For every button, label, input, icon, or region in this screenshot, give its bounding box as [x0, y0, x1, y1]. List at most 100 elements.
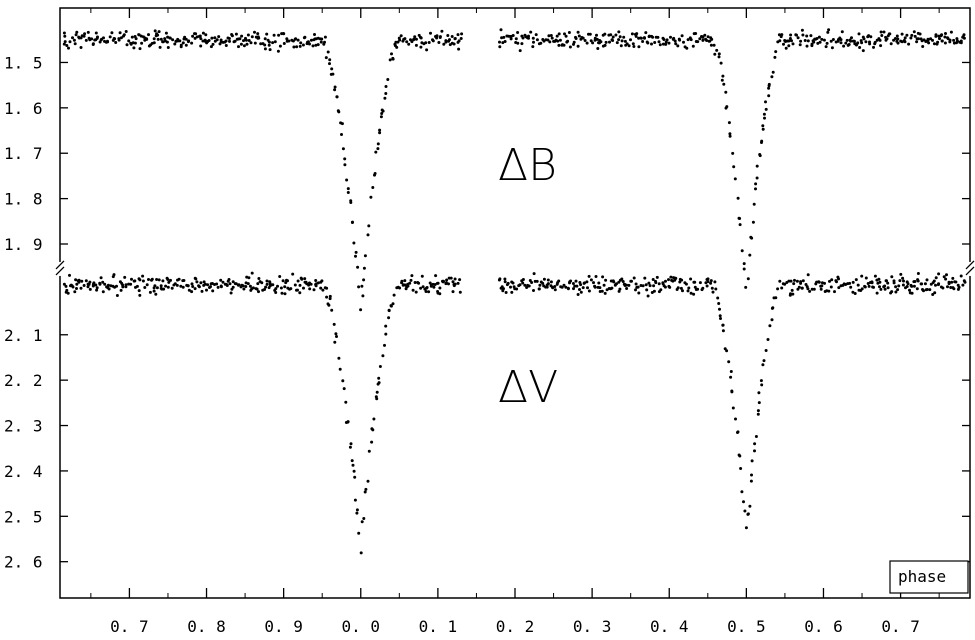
data-point [148, 290, 152, 294]
data-point [133, 41, 137, 45]
data-point [333, 88, 337, 92]
data-point [857, 32, 861, 36]
data-point [265, 282, 269, 286]
data-point [335, 95, 339, 99]
data-point [438, 292, 442, 296]
data-point [119, 36, 123, 40]
data-point [424, 41, 428, 45]
data-point [229, 291, 233, 295]
data-point [820, 37, 824, 41]
data-point [246, 33, 250, 37]
data-point [916, 272, 920, 275]
data-point [71, 36, 74, 40]
data-point [169, 278, 172, 282]
data-point [110, 31, 114, 35]
data-point [191, 285, 195, 288]
data-point [435, 36, 439, 40]
data-point [247, 276, 251, 280]
data-point [206, 283, 210, 287]
data-point [743, 509, 747, 513]
data-point [805, 34, 809, 38]
data-point [899, 272, 903, 276]
data-point [357, 285, 361, 289]
data-point [75, 30, 79, 34]
x-tick-label: 0. 2 [496, 617, 535, 636]
data-point [404, 287, 408, 291]
data-point [636, 285, 640, 289]
data-point [416, 281, 420, 284]
series-points [62, 271, 967, 555]
data-point [377, 376, 381, 380]
data-point [902, 279, 905, 283]
data-point [927, 41, 931, 45]
data-point [227, 37, 231, 40]
data-point [250, 35, 254, 39]
data-point [910, 284, 914, 288]
data-point [668, 285, 672, 289]
data-point [877, 277, 881, 281]
data-point [706, 277, 710, 281]
data-point [604, 40, 608, 44]
data-point [182, 279, 186, 282]
data-point [657, 40, 661, 44]
data-point [234, 32, 238, 36]
data-point [870, 280, 874, 284]
data-point [599, 40, 603, 44]
data-point [894, 285, 898, 289]
data-point [776, 287, 780, 291]
data-point [309, 38, 313, 42]
data-point [125, 43, 129, 47]
data-point [328, 297, 332, 301]
data-point [767, 86, 771, 90]
data-point [210, 36, 214, 40]
data-point [546, 278, 550, 282]
data-point [916, 279, 920, 283]
data-point [293, 283, 297, 287]
data-point [692, 32, 696, 36]
data-point [308, 287, 312, 291]
data-point [408, 281, 412, 285]
data-point [736, 431, 739, 434]
data-point [328, 62, 331, 66]
data-point [274, 291, 278, 294]
data-point [819, 287, 823, 291]
data-point [246, 282, 250, 286]
data-point [129, 282, 133, 286]
data-point [178, 39, 182, 43]
data-point [298, 291, 302, 295]
data-point [632, 45, 636, 48]
data-point [107, 287, 111, 291]
data-point [406, 284, 410, 288]
data-point [755, 176, 759, 180]
data-point [190, 41, 194, 45]
data-point [158, 45, 162, 49]
data-point [277, 33, 281, 37]
data-point [937, 272, 941, 276]
data-point [283, 285, 287, 289]
data-point [313, 33, 316, 36]
x-axis-label: phase [898, 567, 946, 586]
data-point [762, 112, 766, 116]
data-point [742, 500, 745, 504]
data-point [444, 40, 448, 44]
data-point [757, 401, 761, 405]
data-point [796, 36, 800, 40]
data-point [696, 287, 700, 291]
data-point [693, 280, 697, 284]
data-point [326, 50, 330, 54]
data-point [917, 37, 920, 41]
data-point [934, 283, 937, 287]
data-point [678, 38, 682, 42]
data-point [579, 290, 583, 294]
data-point [896, 37, 900, 41]
data-point [926, 38, 930, 42]
data-point [887, 32, 891, 36]
data-point [758, 153, 762, 156]
data-point [253, 30, 256, 34]
data-point [753, 442, 757, 446]
data-point [389, 304, 393, 308]
data-point [523, 283, 527, 287]
data-point [861, 49, 865, 53]
data-point [529, 30, 533, 34]
data-point [396, 40, 400, 44]
